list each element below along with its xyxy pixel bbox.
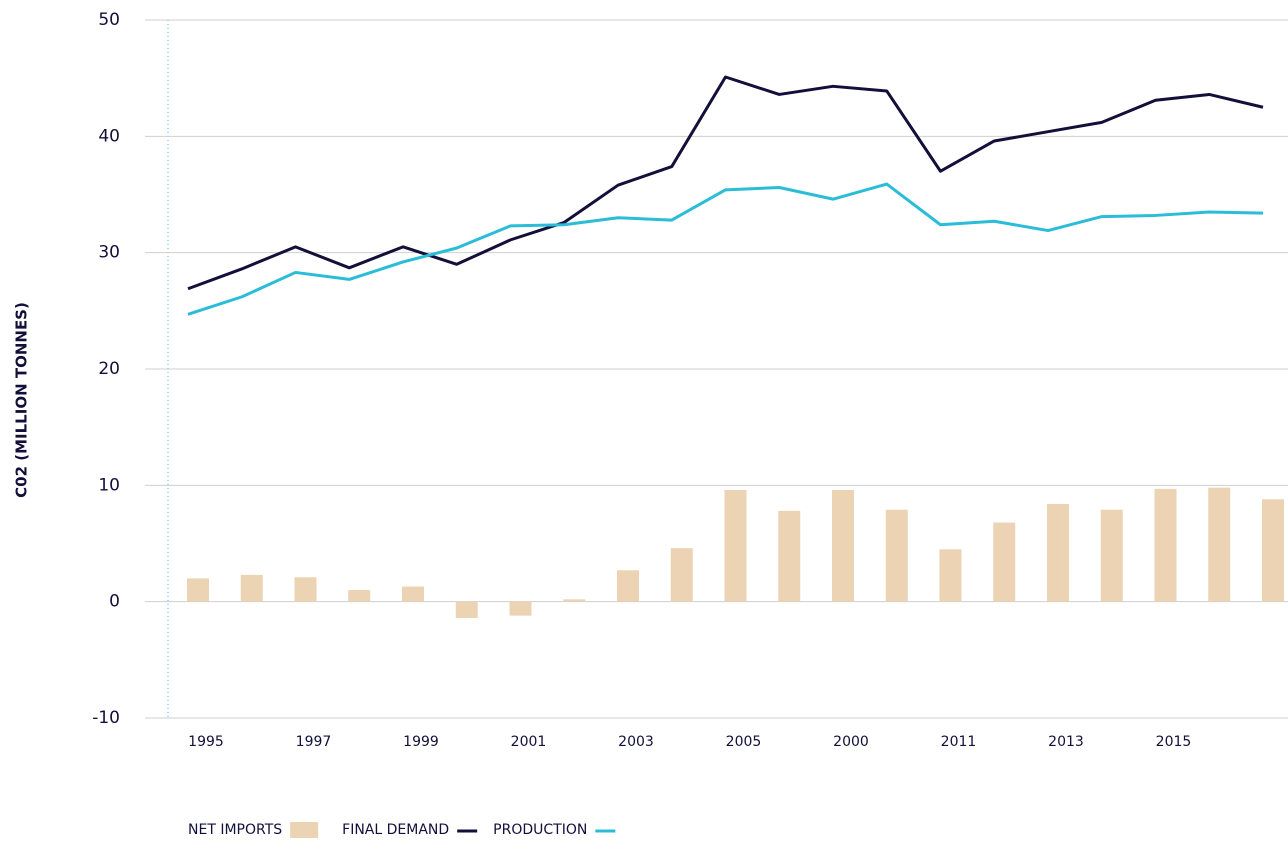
bar xyxy=(509,601,532,616)
bar xyxy=(1047,503,1069,602)
y-tick-label: 50 xyxy=(98,10,120,30)
bar xyxy=(402,586,424,602)
bar xyxy=(724,489,747,602)
y-tick-label: -10 xyxy=(92,708,120,728)
bar xyxy=(187,578,209,602)
line xyxy=(187,75,1264,291)
y-tick-label: 20 xyxy=(98,359,120,379)
bar xyxy=(993,522,1016,602)
y-tick-label: 40 xyxy=(98,126,120,146)
x-tick-label: 2003 xyxy=(618,734,654,750)
x-tick-label: 2000 xyxy=(833,734,869,750)
x-tick-label: 1995 xyxy=(188,734,224,750)
x-tick-label: 2011 xyxy=(941,734,977,750)
x-tick-label: 1999 xyxy=(403,734,439,750)
bar xyxy=(1154,488,1177,602)
legend-label: FINAL DEMAND xyxy=(342,822,449,838)
bar xyxy=(670,548,693,602)
bar xyxy=(778,510,801,602)
y-tick-label: 0 xyxy=(109,592,120,612)
bar xyxy=(1100,509,1123,602)
bar xyxy=(617,570,639,602)
bar xyxy=(294,577,317,602)
x-tick-label: 1997 xyxy=(296,734,332,750)
x-tick-label: 2001 xyxy=(511,734,547,750)
bar xyxy=(1208,487,1231,602)
x-tick-label: 2005 xyxy=(726,734,762,750)
y-axis-label: C02 (MILLION TONNES) xyxy=(13,302,31,498)
line xyxy=(187,182,1264,316)
bar xyxy=(455,601,478,618)
bar xyxy=(563,599,586,602)
x-tick-label: 2013 xyxy=(1048,734,1084,750)
bar xyxy=(939,549,962,602)
x-tick-label: 2015 xyxy=(1156,734,1192,750)
legend-label: NET IMPORTS xyxy=(188,822,282,838)
bar xyxy=(832,489,854,602)
y-tick-label: 10 xyxy=(98,475,120,495)
y-tick-label: 30 xyxy=(98,243,120,263)
bar xyxy=(885,509,908,602)
legend-swatch xyxy=(290,822,319,838)
bar xyxy=(1262,499,1284,602)
bar xyxy=(240,574,263,602)
bar xyxy=(348,590,371,602)
legend-label: PRODUCTION xyxy=(493,822,587,838)
